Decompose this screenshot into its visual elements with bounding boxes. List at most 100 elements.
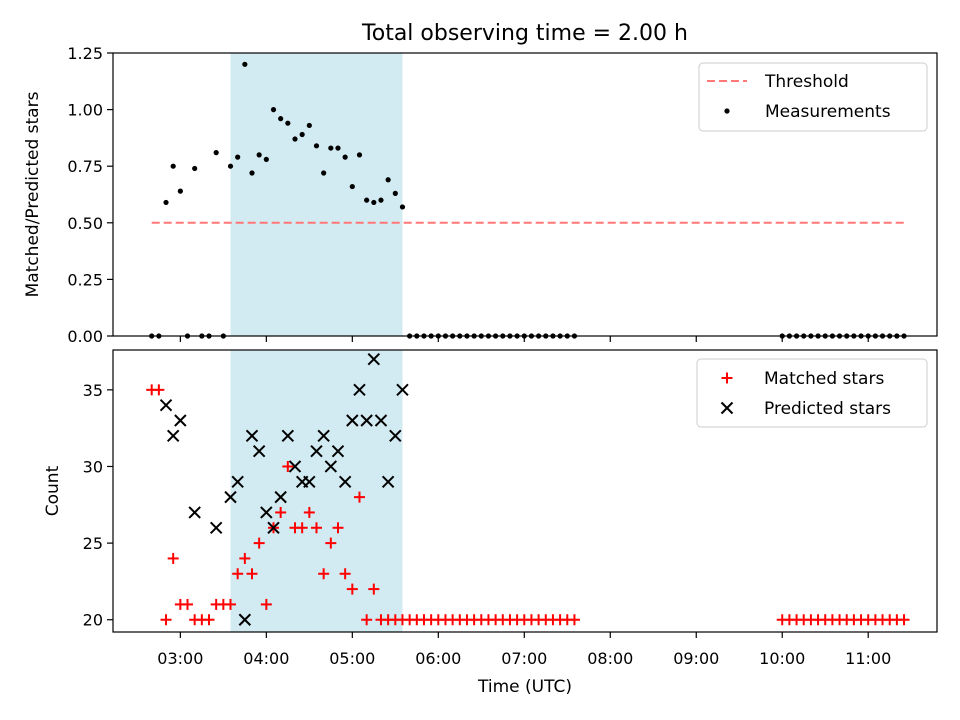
axes-frame (112, 52, 938, 337)
predicted-star-marker (224, 490, 237, 504)
matched-star-marker (568, 614, 580, 626)
observing-window-shade (230, 53, 403, 336)
predicted-star-marker (281, 429, 295, 443)
marker-stroke (274, 490, 287, 504)
marker-stroke (166, 429, 180, 443)
matched-star-marker (260, 598, 272, 610)
measurement-point (285, 120, 291, 126)
y-tick-label: 1.00 (67, 101, 103, 120)
predicted-star-marker (360, 414, 373, 427)
predicted-star-marker (245, 429, 259, 443)
matched-star-marker (898, 614, 910, 626)
matched-star-marker (239, 552, 251, 564)
legend-predicted-label: Predicted stars (764, 399, 891, 419)
marker-stroke (317, 429, 330, 443)
marker-stroke (188, 506, 201, 519)
predicted-star-marker (338, 475, 352, 489)
matched-star-marker (246, 568, 258, 580)
measurement-point (364, 197, 370, 203)
predicted-star-marker (231, 475, 244, 489)
legend-threshold-label: Threshold (764, 72, 849, 92)
predicted-star-marker (346, 414, 359, 427)
predicted-star-marker (267, 521, 280, 534)
measurement-point (342, 154, 348, 160)
predicted-star-marker (367, 352, 381, 366)
matched-star-marker (303, 506, 315, 518)
measurement-point (328, 145, 334, 151)
y-tick-label: 0.00 (67, 327, 103, 346)
x-axis-label: Time (UTC) (477, 677, 572, 697)
matched-star-marker (182, 598, 194, 610)
marker-stroke (174, 414, 187, 427)
x-tick-label: 08:00 (587, 649, 633, 668)
legend-matched-label: Matched stars (764, 369, 884, 389)
matched-star-marker (225, 598, 237, 610)
marker-stroke (381, 475, 395, 489)
predicted-star-marker (188, 506, 201, 519)
y-tick-label: 20 (83, 611, 103, 630)
y-axis-label: Count (43, 465, 63, 516)
measurement-point (170, 163, 176, 169)
x-tick-label: 04:00 (243, 649, 289, 668)
x-axis-ticks: 03:00 04:00 05:00 06:00 07:00 08:00 09:00 10:00… (157, 649, 891, 668)
marker-stroke (310, 444, 323, 458)
measurement-point (192, 165, 198, 172)
measurement-point (371, 199, 377, 206)
marker-stroke (324, 460, 338, 473)
marker-stroke (389, 429, 402, 443)
predicted-star-marker (174, 414, 187, 427)
y-tick-label: 1.25 (67, 44, 103, 63)
matched-star-marker (203, 614, 215, 626)
matched-star-marker (310, 522, 322, 534)
predicted-star-marker (303, 475, 316, 489)
predicted-star-marker (288, 460, 302, 473)
axes-frame (112, 349, 938, 633)
measurement-point (235, 154, 241, 160)
matched-star-marker (153, 384, 165, 396)
marker-stroke (288, 460, 302, 473)
x-tick-label: 03:00 (157, 649, 203, 668)
x-tick-label: 11:00 (845, 649, 891, 668)
marker-stroke (338, 475, 352, 489)
predicted-star-marker (317, 429, 330, 443)
matched-star-marker (253, 537, 265, 549)
y-axis-label: Matched/Predicted stars (23, 91, 43, 297)
measurement-point (242, 61, 248, 67)
predicted-star-marker (331, 444, 345, 458)
measurement-point (349, 183, 355, 190)
matched-star-marker (275, 506, 287, 518)
measurement-point (299, 131, 305, 138)
matched-star-marker (361, 614, 373, 626)
count-panel: 20 25 30 35 Count Matched stars Predicted star… (43, 349, 938, 638)
matched-star-marker (232, 568, 244, 580)
marker-stroke (238, 613, 252, 626)
x-tick-label: 07:00 (501, 649, 547, 668)
matched-star-marker (167, 552, 179, 564)
marker-stroke (303, 475, 316, 489)
y-tick-label: 30 (83, 457, 103, 476)
marker-stroke (267, 521, 280, 534)
ratio-panel: 0.00 0.25 0.50 0.75 1.00 1.25 Matched/Predicte… (23, 44, 938, 346)
measurement-point (399, 204, 406, 210)
marker-stroke (159, 398, 173, 412)
marker-stroke (260, 506, 273, 519)
marker-stroke (231, 475, 244, 489)
marker-stroke (367, 352, 381, 366)
predicted-star-marker (166, 429, 180, 443)
legend-measurements-label: Measurements (765, 102, 891, 122)
predicted-star-marker (159, 398, 173, 412)
marker-stroke (331, 444, 345, 458)
marker-stroke (224, 490, 237, 504)
matched-star-marker (339, 568, 351, 580)
marker-stroke (360, 414, 373, 427)
matched-star-marker (353, 491, 365, 503)
measurement-point (249, 170, 255, 176)
predicted-star-marker (381, 475, 395, 489)
predicted-star-marker (310, 444, 323, 458)
measurement-point (270, 107, 277, 113)
predicted-star-marker (324, 460, 338, 473)
y-tick-label: 25 (83, 534, 103, 553)
chart-title: Total observing time = 2.00 h (361, 21, 688, 46)
predicted-star-marker (389, 429, 402, 443)
measurement-point (321, 170, 327, 176)
